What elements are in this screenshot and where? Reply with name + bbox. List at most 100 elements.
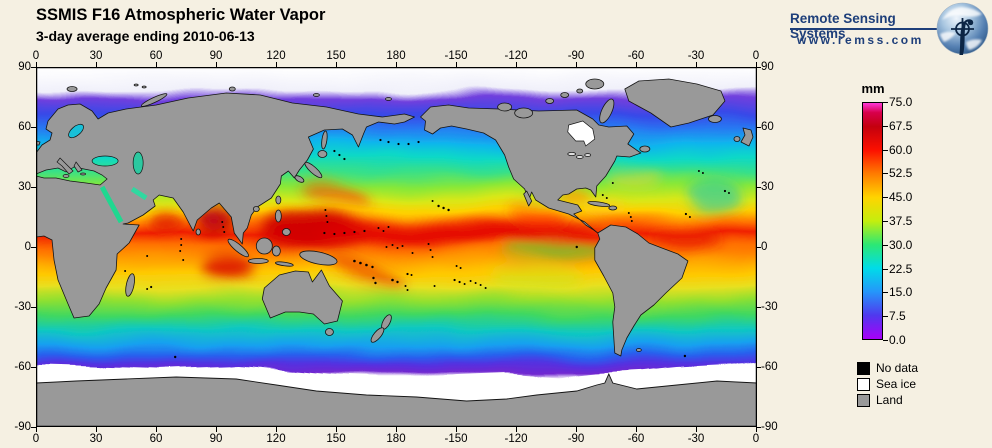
lon-tick-label-top: 90 [209,50,223,62]
lon-tick-label-bottom: -30 [687,433,705,445]
colorbar-tick-label: 67.5 [889,118,913,133]
lat-tick-mark-right [756,127,761,128]
lat-tick-mark-right [756,427,761,428]
colorbar-tick-label: 30.0 [889,237,913,252]
colorbar-tick-label: 22.5 [889,261,913,276]
lon-tick-label-bottom: 150 [326,433,346,445]
lat-tick-label-right: 30 [761,181,774,193]
lon-tick-mark-top [576,62,577,67]
lon-tick-label-bottom: -60 [627,433,645,445]
lon-tick-mark-bottom [516,427,517,432]
lon-tick-label-top: -90 [567,50,585,62]
svg-text:∫: ∫ [951,11,975,55]
lon-tick-label-top: 30 [89,50,103,62]
lon-tick-label-bottom: 180 [386,433,406,445]
colorbar-tick-label: 0.0 [889,333,906,347]
lon-tick-label-top: -120 [504,50,528,62]
lon-tick-label-top: 0 [752,50,760,62]
lat-tick-mark-right [756,187,761,188]
lon-tick-mark-top [216,62,217,67]
lon-tick-mark-bottom [396,427,397,432]
legend-swatch-no-data [857,362,870,375]
lat-tick-label-right: 0 [761,241,768,253]
remss-logo-underline [790,28,948,30]
lat-tick-mark-left [31,247,36,248]
lat-tick-label-left: 60 [18,121,31,133]
lon-tick-label-bottom: 60 [149,433,163,445]
lon-tick-mark-top [696,62,697,67]
lat-tick-mark-right [756,367,761,368]
lon-tick-mark-top [36,62,37,67]
lon-tick-label-top: 150 [326,50,346,62]
legend-label-land: Land [876,393,903,407]
lon-tick-label-bottom: -90 [567,433,585,445]
lat-tick-label-right: -30 [761,301,778,313]
legend-label-sea-ice: Sea ice [876,377,917,391]
legend-swatch-land [857,394,870,407]
colorbar-tick-label: 52.5 [889,166,913,181]
lon-tick-label-bottom: 90 [209,433,223,445]
lat-tick-mark-left [31,67,36,68]
colorbar-tick-mark [883,292,888,294]
lon-tick-mark-bottom [96,427,97,432]
lon-tick-label-bottom: 30 [89,433,103,445]
lon-tick-label-top: 180 [386,50,406,62]
colorbar-tick-mark [883,244,888,246]
lon-tick-mark-top [96,62,97,67]
lon-tick-mark-bottom [456,427,457,432]
lon-tick-mark-bottom [216,427,217,432]
lon-tick-mark-bottom [696,427,697,432]
lat-tick-label-left: 90 [18,61,31,73]
lon-tick-mark-top [156,62,157,67]
colorbar [862,102,883,340]
colorbar-tick-mark [883,316,888,318]
colorbar-tick-mark [883,197,888,199]
lon-tick-mark-bottom [36,427,37,432]
world-map-heatmap [25,57,768,447]
lon-tick-mark-top [756,62,757,67]
lat-tick-mark-right [756,247,761,248]
plot-subtitle: 3-day average ending 2010-06-13 [36,28,255,44]
lon-tick-label-bottom: 120 [266,433,286,445]
lon-tick-mark-bottom [276,427,277,432]
lat-tick-label-right: -60 [761,361,778,373]
lat-tick-mark-left [31,367,36,368]
lat-tick-label-left: 0 [24,241,31,253]
remss-logo-url: www.remss.com [797,33,924,47]
legend-label-no-data: No data [876,361,919,375]
colorbar-tick-mark [883,221,888,222]
colorbar-tick-label: 45.0 [889,190,913,205]
lat-tick-mark-left [31,427,36,428]
lon-tick-label-top: 120 [266,50,286,62]
lat-tick-label-right: 60 [761,121,774,133]
lon-tick-mark-bottom [756,427,757,432]
colorbar-tick-label: 7.5 [889,309,906,324]
lon-tick-mark-top [636,62,637,67]
lon-tick-mark-bottom [156,427,157,432]
lon-tick-mark-top [516,62,517,67]
legend-swatch-sea-ice [857,378,870,391]
lat-tick-mark-right [756,67,761,68]
colorbar-tick-mark [883,125,888,127]
colorbar-tick-label: 75.0 [889,95,913,109]
colorbar-tick-label: 60.0 [889,142,913,157]
lon-tick-mark-bottom [336,427,337,432]
lat-tick-mark-left [31,127,36,128]
lat-tick-mark-left [31,187,36,188]
colorbar-tick-label: 15.0 [889,285,913,300]
colorbar-unit-label: mm [861,81,885,96]
colorbar-tick-mark [883,102,888,103]
earth-globe-icon: ∫ [936,2,989,65]
lon-tick-label-top: 60 [149,50,163,62]
lon-tick-mark-top [396,62,397,67]
colorbar-tick-mark [883,340,888,341]
lon-tick-mark-bottom [636,427,637,432]
lon-tick-label-bottom: 0 [32,433,40,445]
lat-tick-label-left: -30 [14,301,31,313]
lat-tick-mark-right [756,307,761,308]
lon-tick-label-bottom: -150 [444,433,468,445]
lat-tick-label-left: -90 [14,421,31,433]
colorbar-tick-mark [883,173,888,175]
lon-tick-mark-bottom [576,427,577,432]
